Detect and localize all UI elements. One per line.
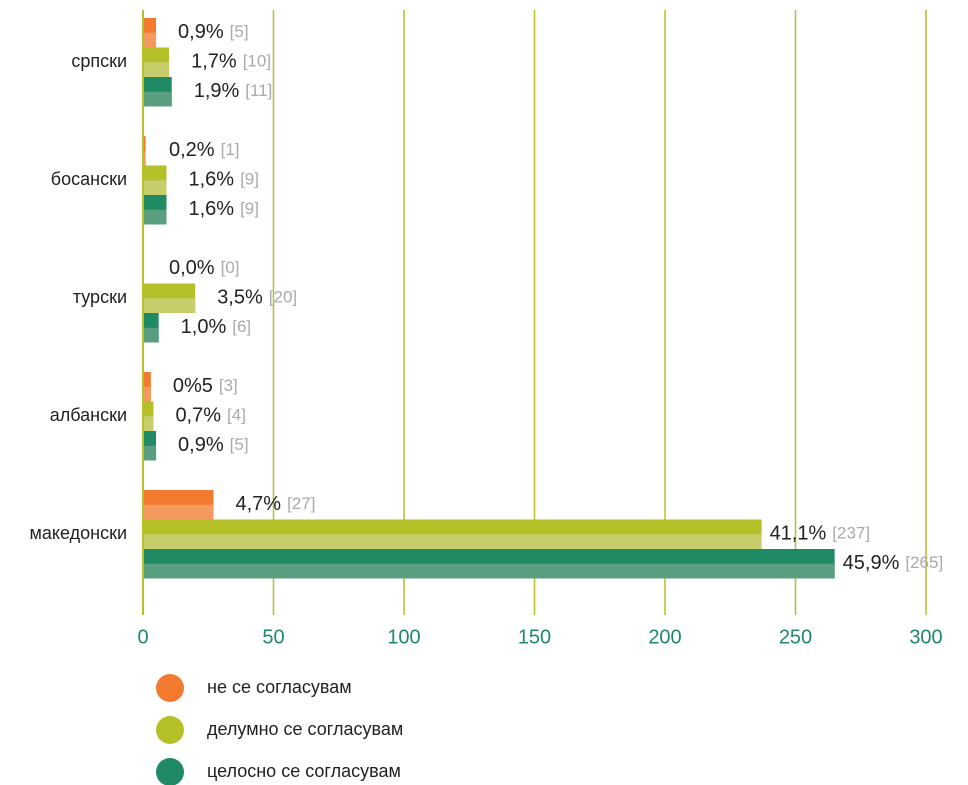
percent-label: 0,9% (178, 21, 224, 43)
count-label: [5] (230, 435, 249, 454)
percent-label: 1,9% (194, 80, 240, 102)
bar-shade (143, 445, 157, 461)
x-tick-label: 200 (648, 626, 681, 648)
bar-shade (143, 91, 172, 107)
bar-shade (143, 386, 151, 402)
x-tick-label: 150 (518, 626, 551, 648)
percent-label: 1,7% (191, 51, 237, 73)
percent-label: 0,2% (169, 139, 215, 161)
percent-label: 4,7% (235, 493, 281, 515)
category-label: босански (51, 169, 127, 189)
data-label: 3,5% [20] (217, 287, 297, 309)
percent-label: 3,5% (217, 287, 263, 309)
data-label: 1,6% [9] (188, 169, 258, 191)
count-label: [9] (240, 199, 259, 218)
x-tick-label: 300 (909, 626, 942, 648)
data-label: 0,9% [5] (178, 21, 249, 43)
data-label: 45,9% [265] (843, 552, 944, 574)
count-label: [265] (905, 553, 943, 572)
bar-shade (143, 416, 154, 431)
percent-label: 1,6% (188, 169, 234, 191)
bar-shade (143, 32, 157, 48)
bar-shade (143, 209, 167, 225)
count-label: [1] (221, 140, 240, 159)
count-label: [3] (219, 376, 238, 395)
count-label: [0] (221, 258, 240, 277)
x-tick-label: 250 (779, 626, 812, 648)
count-label: [20] (269, 288, 297, 307)
data-label: 41,1% [237] (770, 523, 871, 545)
bar-shade (143, 180, 167, 195)
data-label: 0,7% [4] (175, 405, 246, 427)
data-label: 0,9% [5] (178, 434, 249, 456)
bar-shade (143, 504, 214, 520)
count-label: [11] (245, 81, 272, 100)
data-label: 4,7% [27] (235, 493, 315, 515)
count-label: [6] (232, 317, 251, 336)
category-label: турски (73, 287, 127, 307)
data-label: 0,2% [1] (169, 139, 240, 161)
count-label: [5] (230, 22, 249, 41)
percent-label: 0%5 (173, 375, 213, 397)
bar-shade (143, 563, 835, 579)
category-label: албански (50, 405, 127, 425)
count-label: [27] (287, 494, 315, 513)
x-tick-label: 100 (387, 626, 420, 648)
category-label: македонски (30, 523, 127, 543)
percent-label: 41,1% (770, 523, 827, 545)
legend-label: делумно се согласувам (207, 719, 403, 739)
data-label: 1,9% [11] (194, 80, 273, 102)
percent-label: 1,0% (181, 316, 227, 338)
bar-shade (143, 327, 159, 343)
data-label: 1,0% [6] (181, 316, 252, 338)
count-label: [9] (240, 170, 259, 189)
category-label: српски (71, 51, 127, 71)
percent-label: 0,0% (169, 257, 215, 279)
percent-label: 1,6% (188, 198, 234, 220)
data-label: 1,7% [10] (191, 51, 271, 73)
data-label: 0%5 [3] (173, 375, 238, 397)
data-label: 0,0% [0] (169, 257, 240, 279)
count-label: [10] (243, 52, 271, 71)
bar-shade (143, 62, 170, 77)
percent-label: 45,9% (843, 552, 900, 574)
percent-label: 0,7% (175, 405, 221, 427)
count-label: [4] (227, 406, 246, 425)
legend-label: не се согласувам (207, 677, 352, 697)
bar-shade (143, 534, 762, 549)
legend-label: целосно се согласувам (207, 761, 401, 781)
legend-swatch (156, 716, 184, 744)
x-tick-label: 0 (137, 626, 148, 648)
bar-shade (143, 150, 146, 166)
bar-shade (143, 298, 196, 313)
legend-swatch (156, 758, 184, 785)
percent-label: 0,9% (178, 434, 224, 456)
legend-swatch (156, 674, 184, 702)
data-label: 1,6% [9] (188, 198, 258, 220)
count-label: [237] (832, 524, 870, 543)
x-tick-label: 50 (262, 626, 284, 648)
